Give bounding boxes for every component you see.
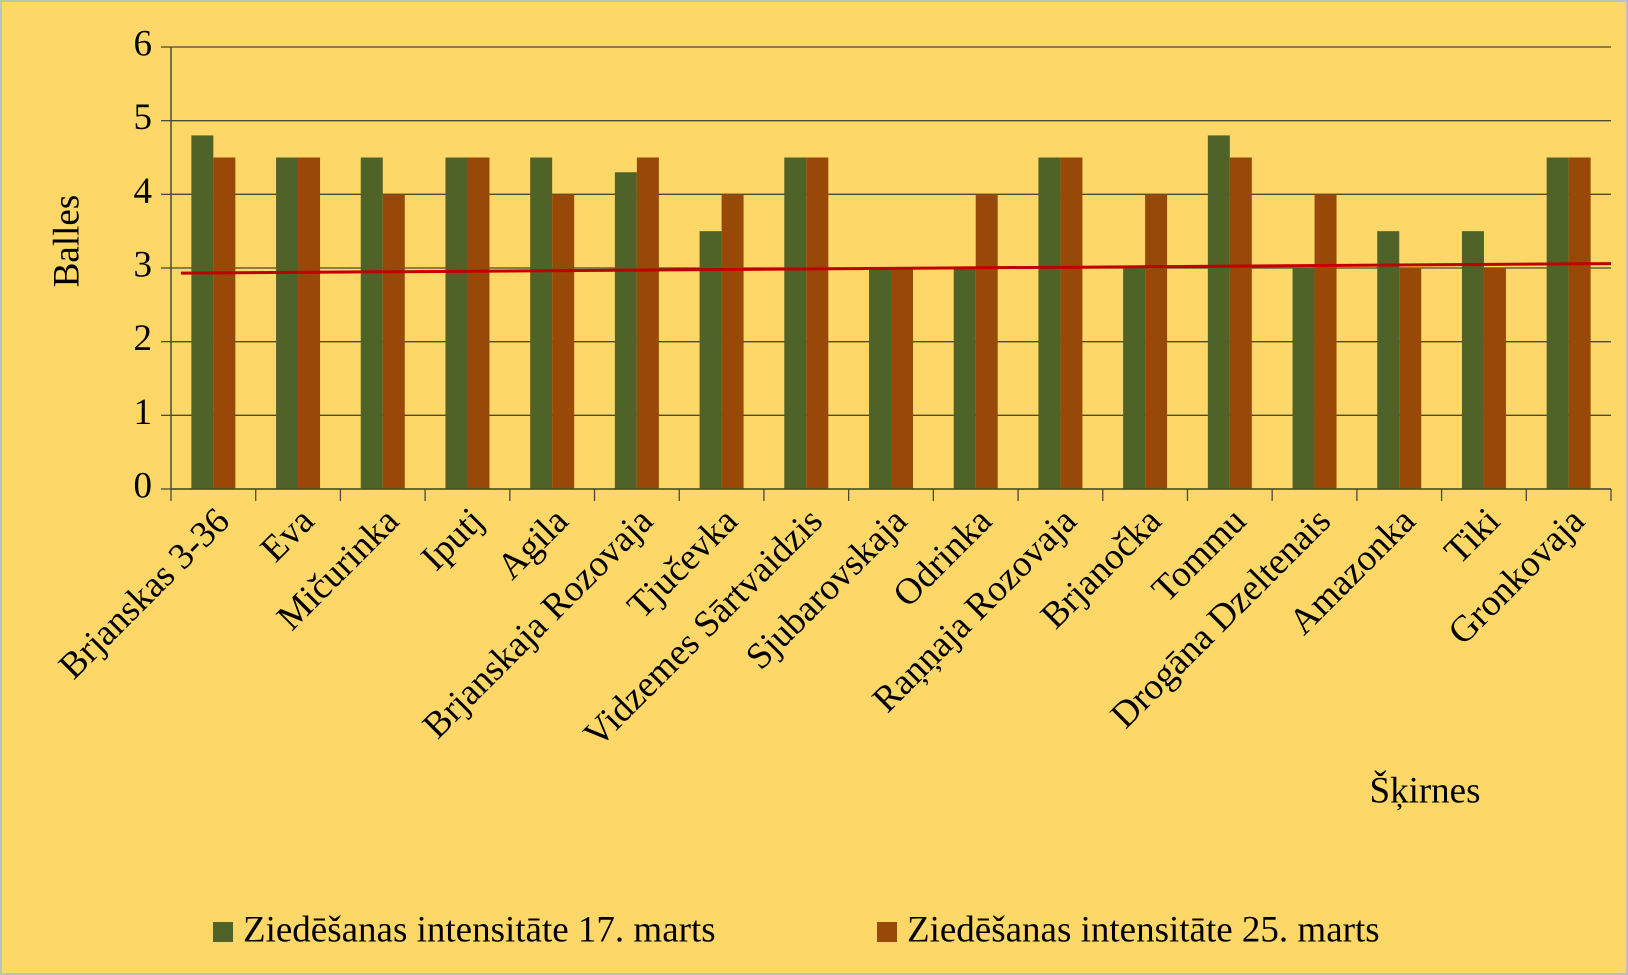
bar — [636, 157, 659, 489]
bar — [806, 157, 829, 489]
x-axis-label: Šķirnes — [1370, 769, 1481, 811]
bar — [784, 157, 807, 489]
y-tick-label: 3 — [134, 244, 153, 285]
bar — [360, 157, 383, 489]
bar — [891, 268, 913, 489]
bar — [213, 157, 236, 489]
y-tick-label: 1 — [134, 392, 153, 433]
bar — [1060, 157, 1083, 489]
legend-swatch — [877, 922, 897, 942]
y-axis-label: Balles — [46, 195, 87, 287]
trendline — [180, 262, 1612, 275]
bar — [1314, 194, 1337, 490]
legend-label: Ziedēšanas intensitāte 25. marts — [907, 909, 1380, 950]
legend-swatch — [213, 922, 233, 942]
bar — [1229, 157, 1252, 489]
bar — [1399, 268, 1422, 489]
bar — [382, 194, 405, 490]
bar — [552, 194, 575, 490]
bar — [953, 268, 976, 489]
bar — [1292, 268, 1315, 489]
y-tick-label: 5 — [134, 97, 153, 138]
y-tick-label: 6 — [134, 23, 153, 64]
bar — [975, 194, 998, 490]
legend-label: Ziedēšanas intensitāte 17. marts — [243, 909, 716, 950]
bar — [298, 157, 321, 489]
bar — [467, 157, 490, 489]
y-tick-label: 0 — [134, 465, 153, 506]
bar — [869, 268, 891, 489]
bar — [445, 157, 468, 489]
bar — [1461, 231, 1484, 489]
bar — [1546, 157, 1569, 489]
bar — [191, 135, 214, 489]
bar — [1145, 194, 1168, 490]
bar — [1483, 268, 1506, 489]
y-tick-label: 4 — [134, 171, 153, 212]
bar — [1568, 157, 1591, 489]
bar — [276, 157, 299, 489]
y-tick-label: 2 — [134, 318, 153, 359]
bar — [1377, 231, 1400, 489]
bar — [699, 231, 722, 489]
bar — [1207, 135, 1230, 489]
bar — [1123, 268, 1146, 489]
bar — [721, 194, 744, 490]
bar — [614, 172, 637, 489]
bar — [1038, 157, 1061, 489]
bar — [530, 157, 553, 489]
